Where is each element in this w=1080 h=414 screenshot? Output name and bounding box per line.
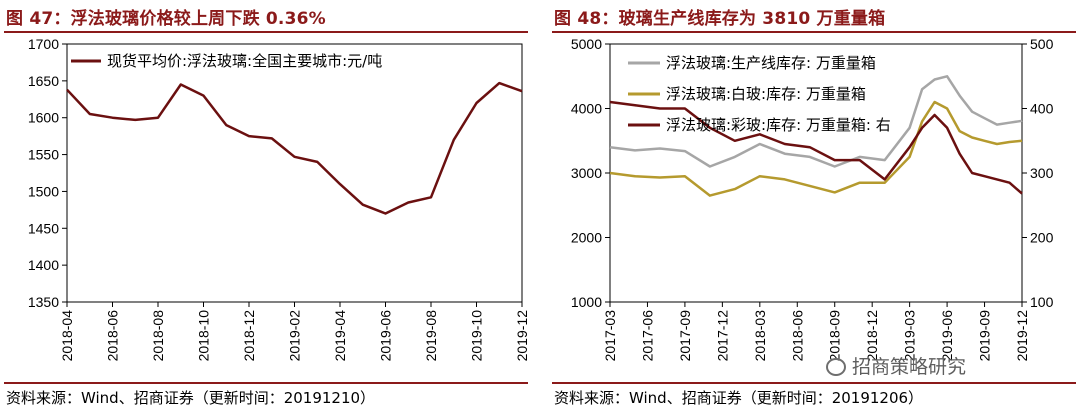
y-right-tick-label: 200 (1030, 230, 1054, 246)
right-figure-title: 图 48：玻璃生产线库存为 3810 万重量箱 (554, 9, 886, 29)
y-tick-label: 2000 (571, 230, 602, 246)
y-tick-label: 5000 (571, 36, 602, 52)
x-tick-label: 2017-03 (602, 310, 618, 362)
y-tick-label: 1500 (28, 183, 59, 199)
x-tick-label: 2019-03 (902, 310, 918, 362)
x-tick-label: 2018-06 (789, 310, 805, 362)
left-source-rule (4, 382, 528, 384)
inventory-line-chart: 1000 2000 3000 4000 5000 100 200 300 400 500 2017-… (571, 36, 1054, 362)
left-figure-panel: 图 47：浮法玻璃价格较上周下跌 0.36% 1350 1400 1450 1500 1… (0, 0, 532, 414)
legend-label: 浮法玻璃:彩玻:库存: 万重量箱: 右 (666, 116, 891, 134)
legend-label: 浮法玻璃:生产线库存: 万重量箱 (666, 54, 876, 72)
y-right-tick-label: 400 (1030, 101, 1054, 117)
x-tick-label: 2018-12 (864, 310, 880, 362)
x-tick-label: 2019-06 (939, 310, 955, 362)
series-line-total-inventory (609, 75, 1023, 168)
price-line-chart: 1350 1400 1450 1500 1550 1600 1650 1700 2018-04 2… (28, 36, 530, 362)
x-tick-label: 2018-03 (752, 310, 768, 362)
legend-label: 现货平均价:浮法玻璃:全国主要城市:元/吨 (107, 52, 382, 70)
series-line-price (66, 81, 523, 215)
plot-frame (609, 43, 1023, 303)
x-tick-label: 2019-08 (423, 310, 439, 362)
right-figure-panel: 图 48：玻璃生产线库存为 3810 万重量箱 1000 2000 3000 4000… (548, 0, 1080, 414)
x-tick-label: 2017-12 (714, 310, 730, 362)
plot-frame (66, 43, 523, 303)
y-tick-label: 4000 (571, 101, 602, 117)
x-tick-label: 2018-09 (827, 310, 843, 362)
x-tick-label: 2019-04 (332, 310, 348, 362)
x-tick-label: 2018-08 (150, 310, 166, 362)
x-tick-label: 2019-09 (977, 310, 993, 362)
y-right-tick-label: 100 (1030, 294, 1054, 310)
x-tick-label: 2018-04 (59, 310, 75, 362)
x-tick-label: 2019-06 (378, 310, 394, 362)
y-tick-label: 3000 (571, 165, 602, 181)
x-tick-label: 2017-06 (639, 310, 655, 362)
left-source-note: 资料来源：Wind、招商证券（更新时间：20191210） (6, 389, 376, 407)
right-source-rule (552, 382, 1076, 384)
x-tick-label: 2018-12 (241, 310, 257, 362)
watermark: 招商策略研究 (826, 352, 966, 379)
series-line-color-glass (609, 100, 1023, 195)
legend-label: 浮法玻璃:白玻:库存: 万重量箱 (666, 85, 866, 103)
x-tick-label: 2018-10 (196, 310, 212, 362)
y-tick-label: 1000 (571, 294, 602, 310)
wechat-icon (826, 358, 846, 376)
x-tick-label: 2019-12 (1014, 310, 1030, 362)
y-tick-label: 1350 (28, 294, 59, 310)
x-tick-label: 2018-06 (105, 310, 121, 362)
y-right-tick-label: 500 (1030, 36, 1054, 52)
x-tick-label: 2017-09 (677, 310, 693, 362)
y-tick-label: 1700 (28, 36, 59, 52)
y-tick-label: 1650 (28, 73, 59, 89)
right-title-rule (552, 31, 1076, 33)
x-tick-label: 2019-12 (514, 310, 530, 362)
series-line-white-glass (609, 100, 1023, 197)
x-tick-label: 2019-10 (469, 310, 485, 362)
y-tick-label: 1600 (28, 110, 59, 126)
y-tick-label: 1400 (28, 257, 59, 273)
y-right-tick-label: 300 (1030, 165, 1054, 181)
right-source-note: 资料来源：Wind、招商证券（更新时间：20191206） (554, 389, 924, 407)
watermark-text: 招商策略研究 (852, 356, 967, 378)
y-tick-label: 1550 (28, 147, 59, 163)
y-tick-label: 1450 (28, 220, 59, 236)
left-title-rule (4, 31, 528, 33)
x-tick-label: 2019-02 (287, 310, 303, 362)
left-figure-title: 图 47：浮法玻璃价格较上周下跌 0.36% (6, 9, 326, 29)
